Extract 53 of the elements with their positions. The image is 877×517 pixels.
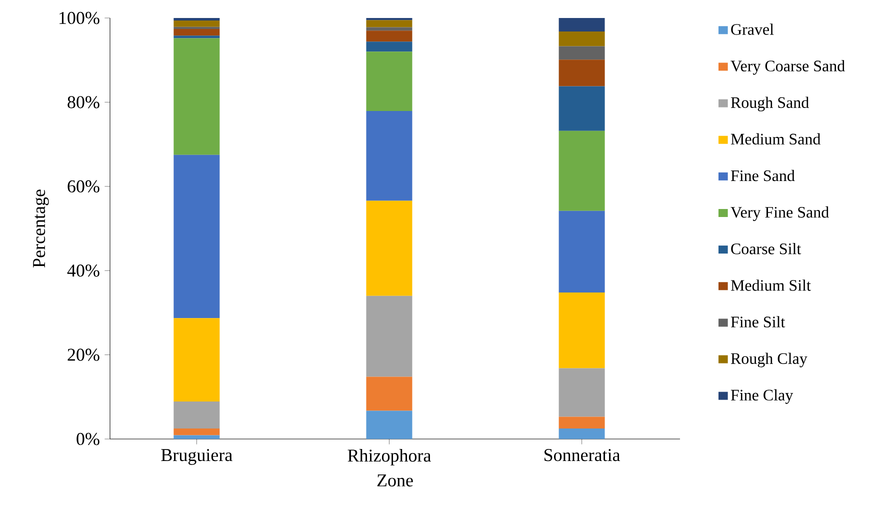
bar bbox=[366, 296, 412, 377]
bar bbox=[366, 376, 412, 411]
legend-label: Medium Sand bbox=[730, 133, 820, 145]
bar bbox=[558, 86, 605, 131]
legend-label: Fine Clay bbox=[730, 389, 794, 404]
bar bbox=[174, 402, 220, 428]
legend-label: Coarse Silt bbox=[731, 243, 802, 254]
legend-label: Very Coarse Sand bbox=[730, 60, 845, 75]
bar bbox=[174, 318, 220, 402]
bar bbox=[558, 18, 605, 32]
y-tick-label: 60% bbox=[68, 180, 100, 192]
bar bbox=[366, 52, 412, 112]
bar bbox=[558, 46, 605, 60]
bar bbox=[558, 31, 605, 46]
x-tick-label: Bruguiera bbox=[161, 449, 232, 465]
bar bbox=[558, 60, 605, 86]
bar bbox=[174, 428, 220, 436]
y-tick-label: 20% bbox=[68, 348, 100, 361]
bar bbox=[174, 20, 220, 27]
legend-label: Fine Silt bbox=[730, 316, 786, 328]
bar bbox=[366, 111, 412, 201]
legend-label: Medium Silt bbox=[730, 280, 811, 291]
x-tick-label: Rhizophora bbox=[348, 449, 431, 466]
bar bbox=[174, 38, 220, 155]
bar bbox=[366, 200, 412, 296]
bar bbox=[558, 416, 605, 428]
y-tick-label: 100% bbox=[60, 12, 100, 24]
legend-label: Rough Sand bbox=[730, 96, 809, 112]
bar bbox=[558, 368, 605, 417]
bar bbox=[366, 42, 412, 52]
bar bbox=[174, 154, 220, 318]
bar bbox=[366, 410, 412, 439]
bar bbox=[366, 20, 412, 28]
bar bbox=[558, 428, 605, 439]
x-axis-title: Zone bbox=[377, 474, 413, 486]
bar bbox=[558, 292, 605, 368]
bar bbox=[366, 30, 412, 42]
y-tick-label: 40% bbox=[67, 264, 100, 277]
y-tick-label: 80% bbox=[68, 96, 100, 108]
legend-label: Rough Clay bbox=[730, 352, 808, 368]
x-tick-label: Sonneratia bbox=[544, 449, 620, 462]
bar bbox=[558, 210, 605, 292]
bar bbox=[174, 28, 220, 36]
bar bbox=[174, 435, 220, 439]
bar bbox=[174, 18, 220, 21]
legend-label: Gravel bbox=[731, 24, 774, 35]
bar bbox=[558, 130, 605, 211]
bar bbox=[174, 36, 220, 38]
y-tick-label: 0% bbox=[76, 432, 100, 446]
bar bbox=[366, 18, 412, 20]
legend-label: Very Fine Sand bbox=[730, 206, 829, 221]
y-axis-title: Percentage bbox=[33, 190, 49, 268]
legend-label: Fine Sand bbox=[730, 170, 795, 182]
